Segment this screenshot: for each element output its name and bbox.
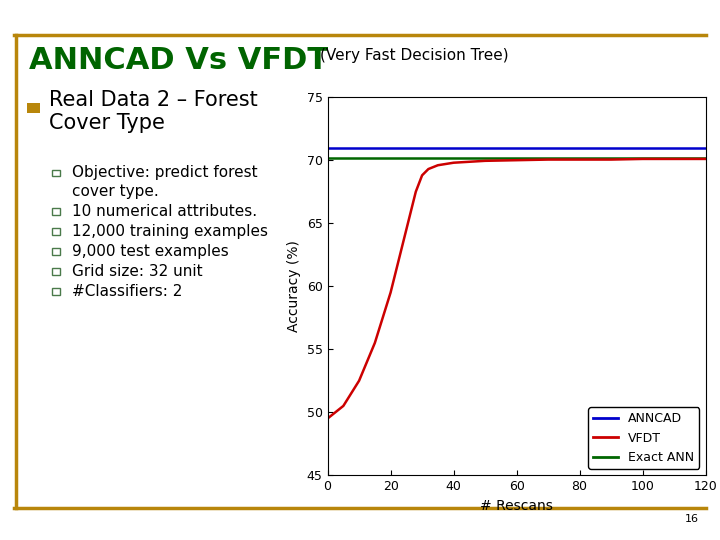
Bar <box>52 288 60 295</box>
Text: 16: 16 <box>685 514 698 524</box>
Bar <box>52 208 60 215</box>
Text: cover type.: cover type. <box>72 184 158 199</box>
Text: 9,000 test examples: 9,000 test examples <box>72 244 229 259</box>
Bar <box>52 228 60 235</box>
Text: Real Data 2 – Forest: Real Data 2 – Forest <box>49 90 258 110</box>
Text: 10 numerical attributes.: 10 numerical attributes. <box>72 204 257 219</box>
Bar <box>27 103 40 113</box>
Bar <box>52 170 60 176</box>
Text: Cover Type: Cover Type <box>49 113 165 133</box>
Bar <box>52 268 60 275</box>
X-axis label: # Rescans: # Rescans <box>480 498 553 512</box>
Legend: ANNCAD, VFDT, Exact ANN: ANNCAD, VFDT, Exact ANN <box>588 408 699 469</box>
Text: Grid size: 32 unit: Grid size: 32 unit <box>72 264 202 279</box>
Text: #Classifiers: 2: #Classifiers: 2 <box>72 284 182 299</box>
Text: 12,000 training examples: 12,000 training examples <box>72 224 268 239</box>
Text: ANNCAD Vs VFDT: ANNCAD Vs VFDT <box>29 46 328 75</box>
Text: (Very Fast Decision Tree): (Very Fast Decision Tree) <box>320 48 509 63</box>
Text: Objective: predict forest: Objective: predict forest <box>72 165 258 180</box>
Y-axis label: Accuracy (%): Accuracy (%) <box>287 240 301 332</box>
Bar <box>52 248 60 255</box>
